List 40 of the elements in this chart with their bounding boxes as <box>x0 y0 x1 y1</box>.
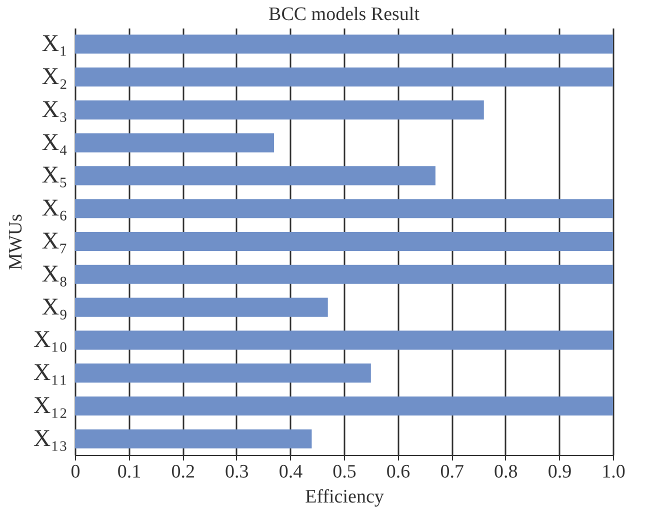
x-tick-label: 1.0 <box>602 462 626 482</box>
bar <box>75 34 613 54</box>
y-tick-label: X₈ <box>42 261 68 288</box>
bar <box>75 429 312 448</box>
x-tick-label: 0.6 <box>386 462 410 482</box>
bar <box>75 298 328 317</box>
x-tick-label: 0.2 <box>171 462 195 482</box>
x-tick-label: 0.9 <box>548 462 572 482</box>
bar <box>75 199 613 218</box>
y-tick-label: X₇ <box>42 228 68 254</box>
y-tick-label: X₁₁ <box>33 360 68 386</box>
bar <box>75 396 613 416</box>
x-tick-label: 0.4 <box>278 462 304 482</box>
y-tick-label: X₁₃ <box>33 426 68 452</box>
x-tick-label: 0 <box>70 462 80 482</box>
y-tick-label: X₁₂ <box>33 392 68 419</box>
y-tick-label: X₁₀ <box>33 327 68 354</box>
bar <box>75 67 613 87</box>
bar <box>75 330 613 350</box>
y-tick-label: X₄ <box>42 130 68 156</box>
x-tick-label: 0.8 <box>494 462 518 482</box>
y-tick-label: X₃ <box>42 96 68 123</box>
y-tick-label: X₁ <box>42 31 68 58</box>
x-axis-title: Efficiency <box>305 486 384 508</box>
x-tick-label: 0.5 <box>332 462 356 482</box>
x-tick-label: 0.7 <box>440 462 464 482</box>
bar <box>75 364 371 383</box>
bar <box>75 166 436 186</box>
x-tick-label: 0.1 <box>117 462 142 482</box>
x-tick-label: 0.3 <box>225 462 249 482</box>
y-tick-label: X₂ <box>42 64 68 90</box>
chart-title: BCC models Result <box>268 4 420 25</box>
y-axis-title: MWUs <box>5 214 26 270</box>
bar <box>75 232 613 252</box>
bar <box>75 100 484 120</box>
bar <box>75 133 274 152</box>
y-tick-label: X₉ <box>42 294 68 320</box>
bar <box>75 264 613 284</box>
y-tick-label: X₅ <box>42 162 68 189</box>
y-tick-label: X₆ <box>42 196 68 222</box>
